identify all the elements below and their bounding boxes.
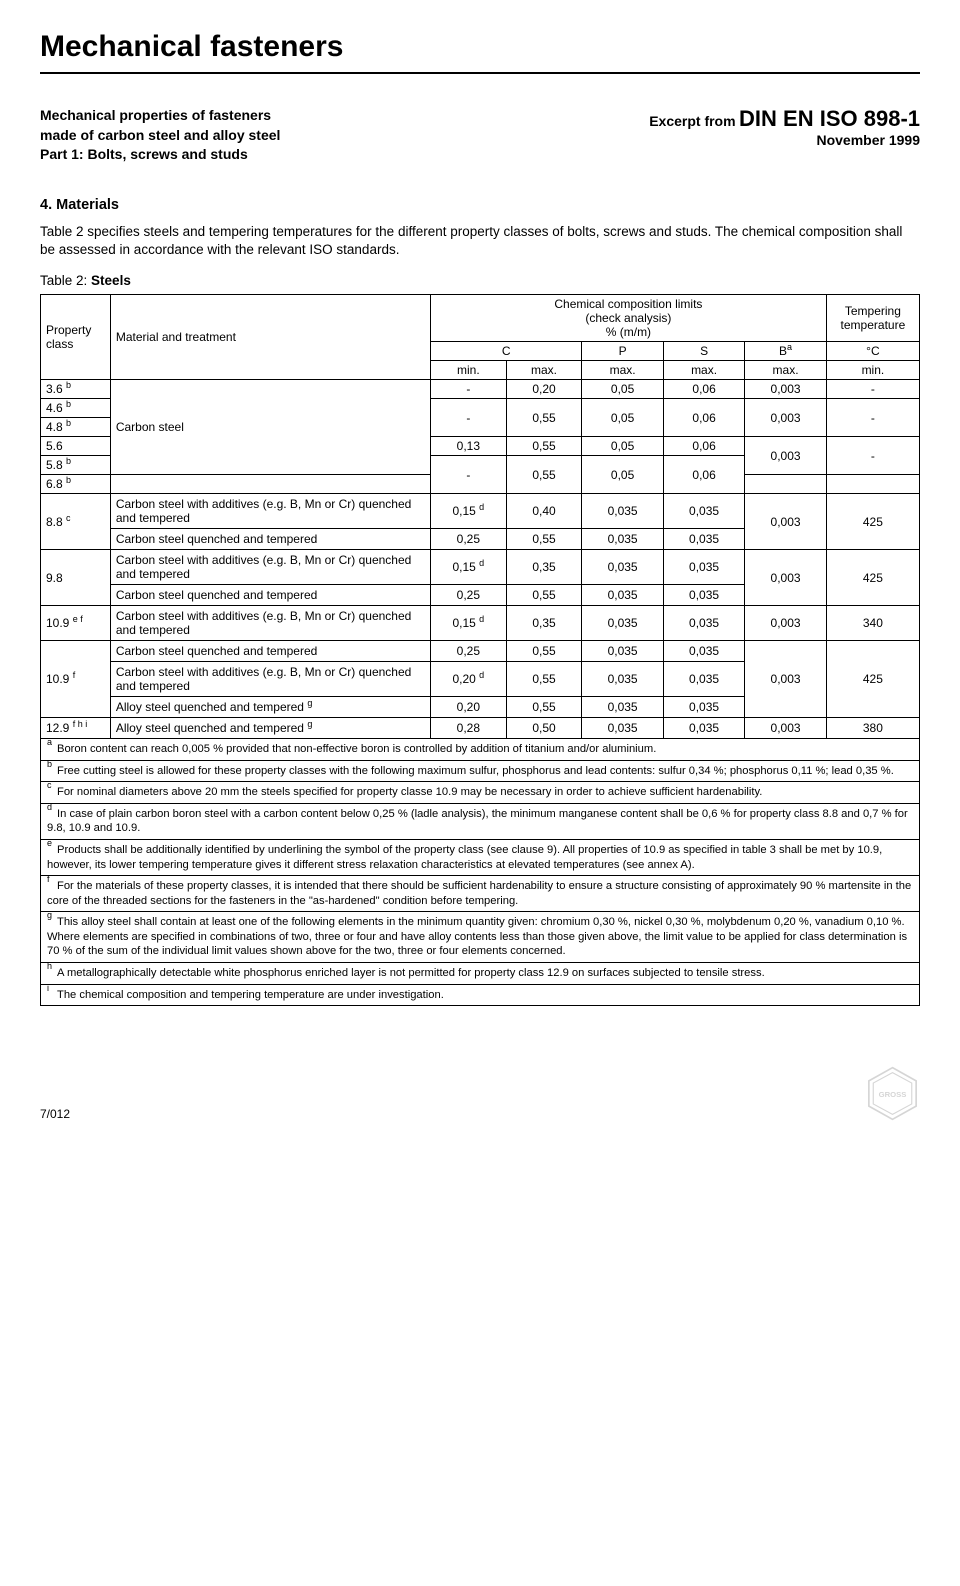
section-paragraph: Table 2 specifies steels and tempering t…	[40, 223, 920, 259]
mat-carbon-add-qt: Carbon steel with additives (e.g. B, Mn …	[110, 494, 430, 529]
th-pmax: max.	[582, 361, 663, 380]
svg-text:GROSS: GROSS	[879, 1090, 907, 1099]
excerpt-label: Excerpt from	[649, 113, 735, 129]
th-chem-limits: Chemical composition limits (check analy…	[431, 295, 827, 342]
th-cmin: min.	[431, 361, 507, 380]
table-caption: Table 2: Steels	[40, 273, 920, 288]
mat-alloy-qt: Alloy steel quenched and tempered g	[110, 697, 430, 718]
mat-carbon-qt: Carbon steel quenched and tempered	[110, 529, 430, 550]
th-bmax: max.	[745, 361, 826, 380]
table-row: 3.6 b Carbon steel - 0,20 0,05 0,06 0,00…	[41, 380, 920, 399]
th-property-class: Property class	[41, 295, 111, 380]
th-smax: max.	[663, 361, 744, 380]
page-title: Mechanical fasteners	[40, 30, 920, 64]
th-tempering: Tempering temperature	[826, 295, 919, 342]
caption-bold: Steels	[91, 273, 131, 288]
table-row: 9.8 Carbon steel with additives (e.g. B,…	[41, 550, 920, 585]
page-footer: 7/012 GROSS	[40, 1066, 920, 1121]
th-s: S	[663, 342, 744, 361]
th-tmin: min.	[826, 361, 919, 380]
intro-left: Mechanical properties of fasteners made …	[40, 106, 280, 165]
caption-prefix: Table 2:	[40, 273, 91, 288]
intro-line-1: Mechanical properties of fasteners	[40, 107, 271, 123]
intro-line-3: Part 1: Bolts, screws and studs	[40, 146, 248, 162]
intro-block: Mechanical properties of fasteners made …	[40, 106, 920, 165]
gross-logo-icon: GROSS	[865, 1066, 920, 1121]
table-row: 10.9 f Carbon steel quenched and tempere…	[41, 641, 920, 662]
intro-right: Excerpt from DIN EN ISO 898-1 November 1…	[649, 106, 920, 165]
th-degc: °C	[826, 342, 919, 361]
mat-carbon-add-qt: Carbon steel with additives (e.g. B, Mn …	[110, 550, 430, 585]
table-row: 10.9 e f Carbon steel with additives (e.…	[41, 606, 920, 641]
th-cmax: max.	[506, 361, 582, 380]
standard-date: November 1999	[816, 132, 920, 148]
title-rule	[40, 72, 920, 74]
section-heading: 4. Materials	[40, 197, 920, 213]
standard-name: DIN EN ISO 898-1	[739, 106, 920, 131]
table-row: 12.9 f h i Alloy steel quenched and temp…	[41, 718, 920, 739]
mat-carbon-add-qt: Carbon steel with additives (e.g. B, Mn …	[110, 606, 430, 641]
table-row: 8.8 c Carbon steel with additives (e.g. …	[41, 494, 920, 529]
mat-carbon: Carbon steel	[110, 380, 430, 475]
footnotes: aBoron content can reach 0,005 % provide…	[41, 739, 920, 1006]
mat-carbon-add-qt: Carbon steel with additives (e.g. B, Mn …	[110, 662, 430, 697]
page-number: 7/012	[40, 1107, 70, 1121]
mat-carbon-qt: Carbon steel quenched and tempered	[110, 641, 430, 662]
steels-table: Property class Material and treatment Ch…	[40, 294, 920, 1006]
th-material: Material and treatment	[110, 295, 430, 380]
th-c: C	[431, 342, 582, 361]
mat-alloy-qt: Alloy steel quenched and tempered g	[110, 718, 430, 739]
th-p: P	[582, 342, 663, 361]
th-ba: Ba	[745, 342, 826, 361]
mat-carbon-qt: Carbon steel quenched and tempered	[110, 585, 430, 606]
intro-line-2: made of carbon steel and alloy steel	[40, 127, 280, 143]
